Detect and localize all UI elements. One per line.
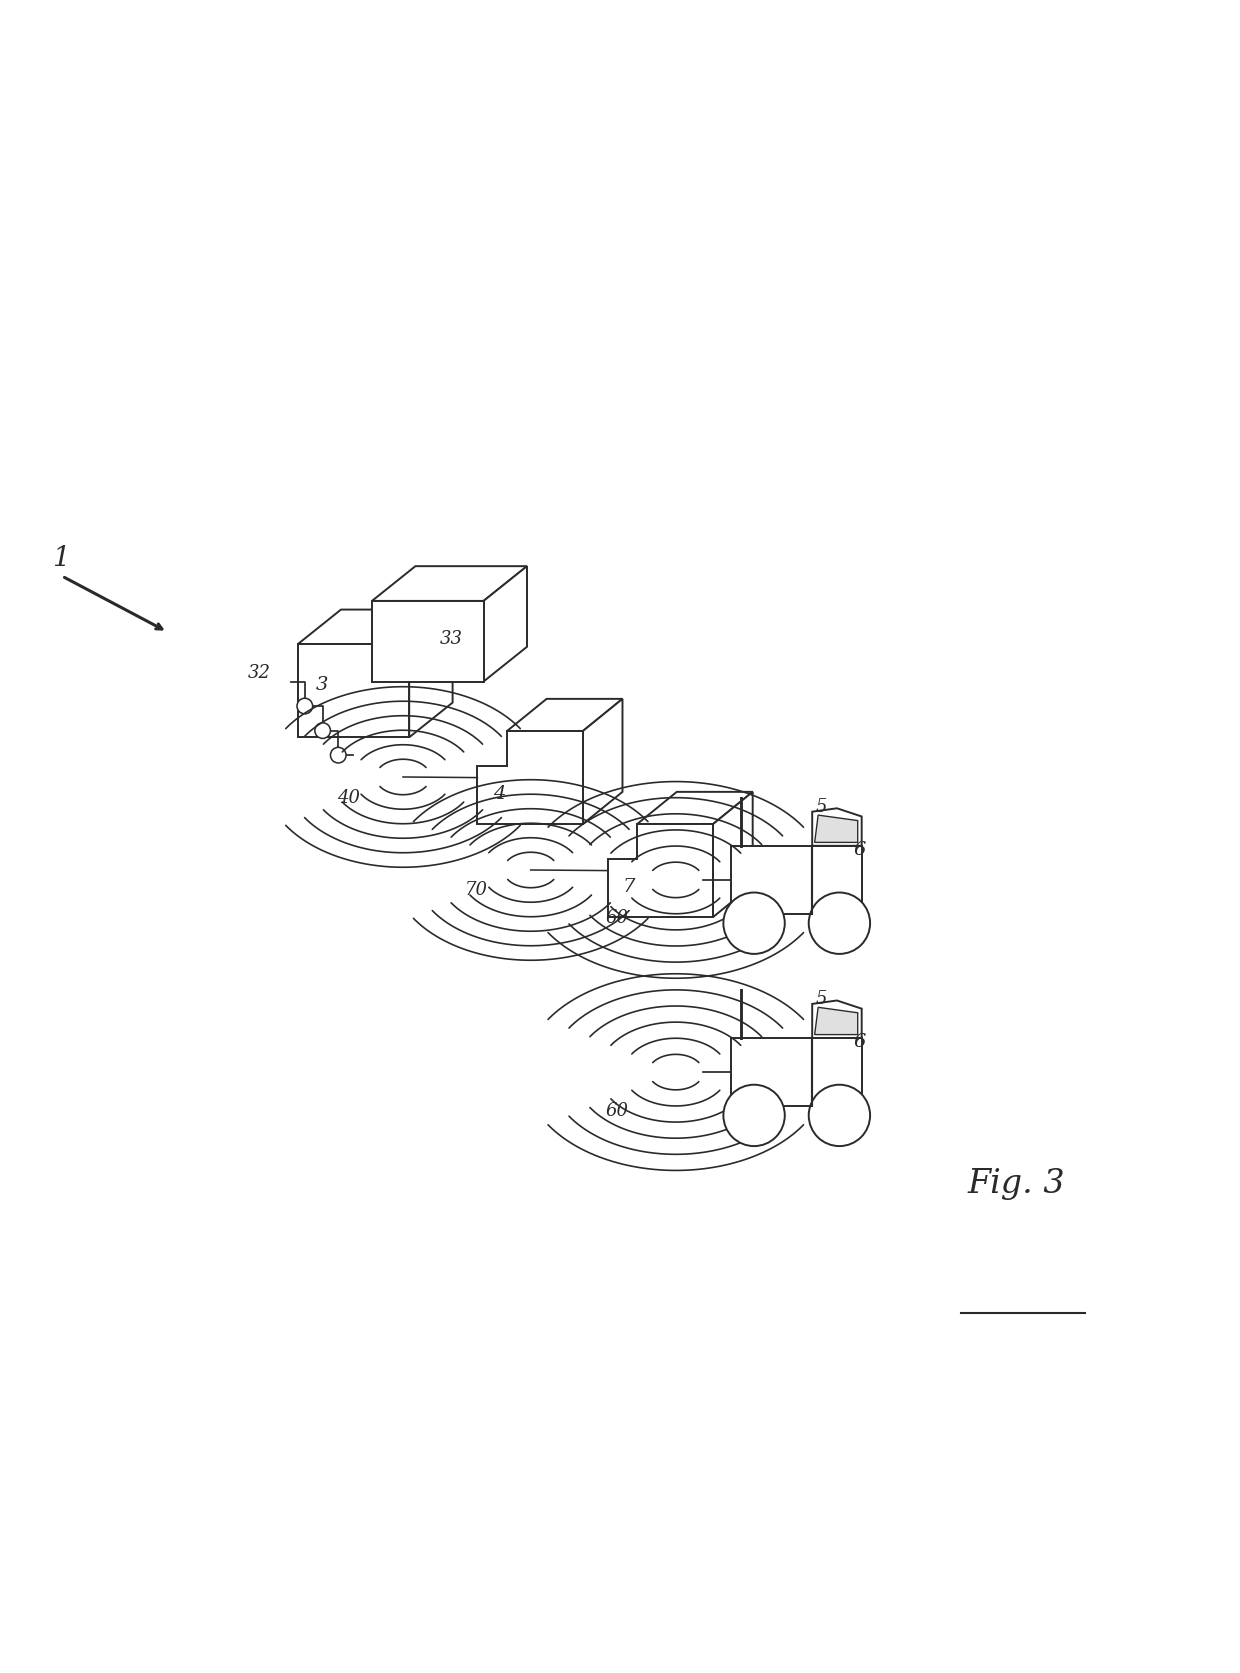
- Text: 6: 6: [853, 1034, 866, 1051]
- Polygon shape: [484, 565, 527, 681]
- Polygon shape: [815, 1007, 858, 1034]
- Polygon shape: [713, 791, 753, 917]
- Polygon shape: [732, 847, 862, 913]
- Text: 32: 32: [248, 664, 272, 683]
- Polygon shape: [298, 644, 409, 738]
- Text: 33: 33: [440, 631, 464, 649]
- Text: 40: 40: [337, 790, 361, 806]
- Polygon shape: [298, 609, 453, 644]
- Polygon shape: [812, 808, 862, 847]
- Polygon shape: [372, 601, 484, 681]
- Text: 1: 1: [52, 545, 69, 572]
- Polygon shape: [583, 699, 622, 825]
- Text: 5: 5: [816, 798, 827, 816]
- Circle shape: [723, 1084, 785, 1146]
- Text: 4: 4: [494, 785, 506, 803]
- Circle shape: [315, 723, 330, 738]
- Text: 7: 7: [622, 878, 635, 897]
- Polygon shape: [372, 565, 527, 601]
- Text: 70: 70: [465, 880, 489, 898]
- Polygon shape: [732, 1037, 862, 1106]
- Polygon shape: [477, 731, 583, 825]
- Circle shape: [723, 892, 785, 954]
- Circle shape: [330, 748, 346, 763]
- Circle shape: [296, 698, 312, 714]
- Text: 60: 60: [605, 910, 629, 927]
- Polygon shape: [637, 791, 753, 825]
- Polygon shape: [409, 609, 453, 738]
- Polygon shape: [812, 1000, 862, 1037]
- Polygon shape: [507, 699, 622, 731]
- Text: 3: 3: [316, 676, 329, 694]
- Circle shape: [808, 892, 870, 954]
- Text: 5: 5: [816, 990, 827, 1007]
- Text: Fig. 3: Fig. 3: [968, 1168, 1065, 1200]
- Text: 6: 6: [853, 842, 866, 860]
- Circle shape: [808, 1084, 870, 1146]
- Polygon shape: [608, 825, 713, 917]
- Text: 60: 60: [605, 1101, 629, 1119]
- Polygon shape: [815, 815, 858, 843]
